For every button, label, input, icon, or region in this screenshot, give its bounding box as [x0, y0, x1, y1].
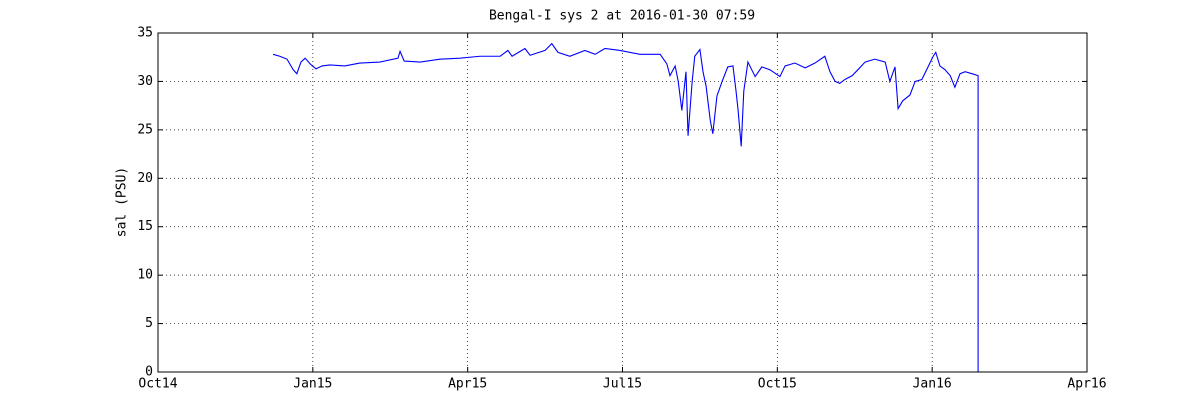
y-tick-label: 20: [137, 171, 153, 186]
y-tick-label: 35: [137, 26, 153, 41]
data-line: [272, 42, 979, 372]
x-tick-label: Jan15: [293, 377, 332, 392]
y-tick-label: 0: [145, 365, 153, 380]
x-tick-label: Jan16: [913, 377, 952, 392]
chart-title: Bengal-I sys 2 at 2016-01-30 07:59: [489, 9, 755, 24]
y-tick-label: 30: [137, 74, 153, 89]
plot-frame: [157, 32, 1088, 373]
y-tick-label: 15: [137, 219, 153, 234]
x-tick-label: Oct14: [138, 377, 177, 392]
y-axis-label: sal (PSU): [115, 167, 130, 237]
y-tick-label: 25: [137, 122, 153, 137]
x-tick-label: Apr16: [1067, 377, 1106, 392]
y-tick-label: 10: [137, 268, 153, 283]
x-tick-label: Apr15: [448, 377, 487, 392]
x-tick-label: Jul15: [603, 377, 642, 392]
y-tick-label: 5: [145, 316, 153, 331]
x-tick-label: Oct15: [758, 377, 797, 392]
